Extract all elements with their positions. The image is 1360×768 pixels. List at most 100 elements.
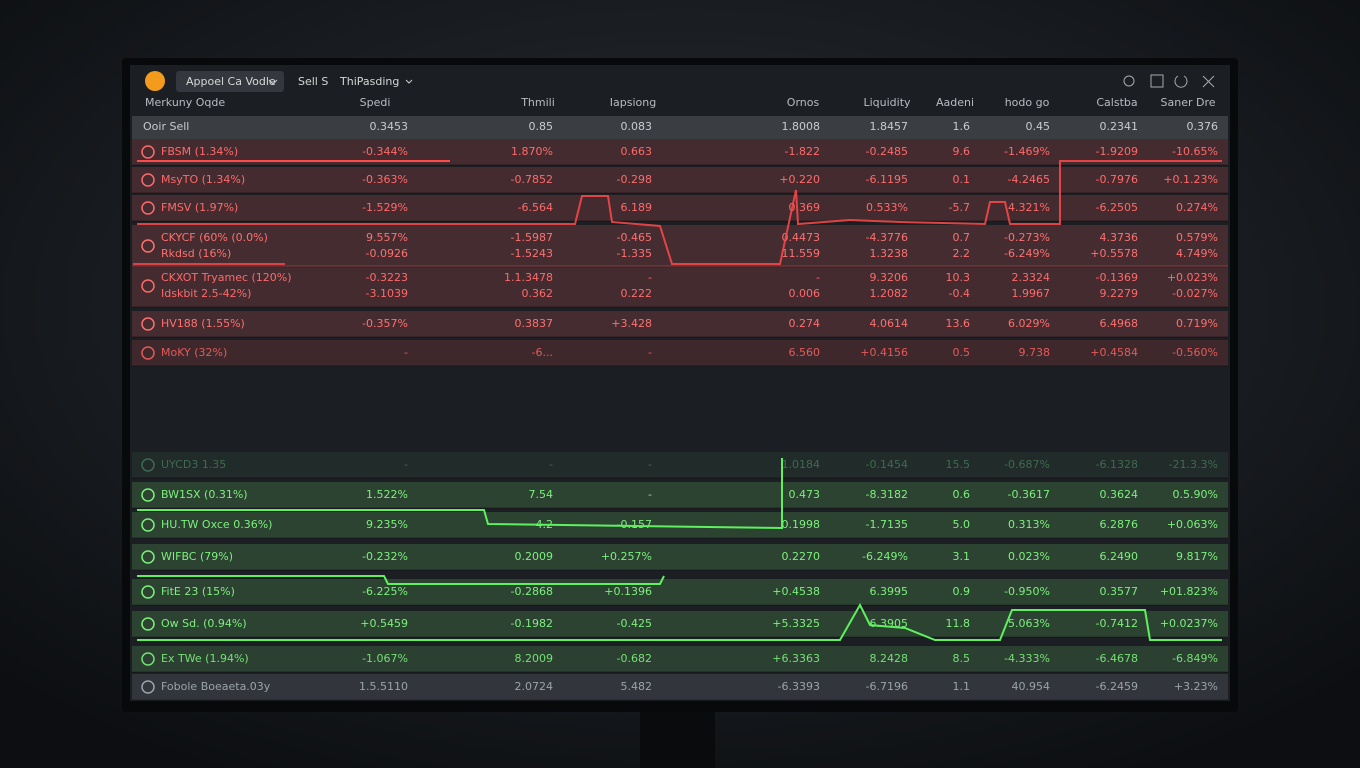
row-band — [132, 452, 1228, 478]
row-band — [132, 265, 1228, 307]
cell: - — [404, 458, 408, 471]
cell: +5.3325 — [772, 617, 820, 630]
cell: -0.232% — [362, 550, 408, 563]
cell: 1.870% — [511, 145, 553, 158]
column-header[interactable]: hodo go — [1005, 96, 1050, 109]
cell: 0.023% — [1008, 550, 1050, 563]
filter-dropdown[interactable]: ThiPasding — [339, 75, 399, 88]
cell: 0.313% — [1008, 518, 1050, 531]
cell: -1.335 — [617, 247, 652, 260]
asset-name[interactable]: Ex TWe (1.94%) — [161, 652, 249, 665]
dropdown[interactable] — [176, 71, 284, 92]
row-band — [132, 579, 1228, 605]
cell: -0.7976 — [1096, 173, 1138, 186]
column-header[interactable]: Calstba — [1096, 96, 1137, 109]
cell: -0.344% — [362, 145, 408, 158]
price-lines — [133, 160, 1222, 641]
cell: 9.817% — [1176, 550, 1218, 563]
column-header[interactable]: Saner Dre — [1161, 96, 1216, 109]
cell: 2.0724 — [515, 680, 554, 693]
cell: - — [648, 488, 652, 501]
cell: 9.2279 — [1100, 287, 1139, 300]
cell: -1.5243 — [511, 247, 553, 260]
asset-name[interactable]: BW1SX (0.31%) — [161, 488, 248, 501]
cell: 1.522% — [366, 488, 408, 501]
asset-name[interactable]: Rkdsd (16%) — [161, 247, 231, 260]
cell: -0.950% — [1004, 585, 1050, 598]
row-band — [132, 674, 1228, 700]
row-band — [132, 512, 1228, 538]
column-header[interactable]: Aadeni — [936, 96, 974, 109]
cell: -0.363% — [362, 173, 408, 186]
cell: +3.428 — [611, 317, 652, 330]
cell: +3.23% — [1174, 680, 1218, 693]
column-header[interactable]: Liquidity — [863, 96, 911, 109]
column-header[interactable]: Merkuny Oqde — [145, 96, 225, 109]
summary-cell: 1.8008 — [782, 120, 821, 133]
asset-name[interactable]: Fobole Boeaeta.03y — [161, 680, 271, 693]
asset-name[interactable]: MsyTO (1.34%) — [161, 173, 245, 186]
asset-name[interactable]: FitE 23 (15%) — [161, 585, 235, 598]
close-icon[interactable] — [1202, 75, 1215, 88]
cell: 0.533% — [866, 201, 908, 214]
cell: -0.687% — [1004, 458, 1050, 471]
cell: 0.6 — [953, 488, 971, 501]
cell: 6.3995 — [870, 585, 909, 598]
subheader-band — [132, 116, 1228, 139]
cell: 13.6 — [946, 317, 971, 330]
asset-name[interactable]: Ow Sd. (0.94%) — [161, 617, 247, 630]
asset-icon — [141, 550, 155, 564]
cell: 6.2490 — [1100, 550, 1139, 563]
column-header[interactable]: Iapsiong — [610, 96, 656, 109]
cell: 0.006 — [789, 287, 821, 300]
cell: -3.1039 — [366, 287, 408, 300]
cell: -0.1369 — [1096, 271, 1138, 284]
dropdown-label[interactable]: Appoel Ca Vodle — [186, 75, 276, 88]
cell: -6.2505 — [1096, 201, 1138, 214]
cell: 0.3577 — [1100, 585, 1139, 598]
asset-icon — [141, 518, 155, 532]
asset-name[interactable]: CKXOT Tryamec (120%) — [161, 271, 292, 284]
cell: -6.564 — [518, 201, 553, 214]
cell: +0.4156 — [860, 346, 908, 359]
cell: -6.249% — [1004, 247, 1050, 260]
asset-name[interactable]: MoKY (32%) — [161, 346, 227, 359]
column-header[interactable]: Ornos — [787, 96, 820, 109]
power-icon[interactable] — [1174, 75, 1188, 88]
cell: -21.3.3% — [1169, 458, 1218, 471]
settings-icon[interactable] — [1123, 75, 1135, 87]
cell: 1.0184 — [782, 458, 821, 471]
cell: 4.3736 — [1100, 231, 1139, 244]
cell: +0.0237% — [1160, 617, 1218, 630]
asset-name[interactable]: FBSM (1.34%) — [161, 145, 238, 158]
cell: +6.3363 — [772, 652, 820, 665]
mode-button[interactable]: Sell S — [298, 75, 328, 88]
asset-icon — [141, 585, 155, 599]
asset-name[interactable]: CKYCF (60% (0.0%) — [161, 231, 268, 244]
cell: 6.4968 — [1100, 317, 1139, 330]
column-header[interactable]: Spedi — [360, 96, 391, 109]
cell: +0.1.23% — [1163, 173, 1218, 186]
asset-name[interactable]: WIFBC (79%) — [161, 550, 233, 563]
cell: +01.823% — [1160, 585, 1218, 598]
asset-name[interactable]: Idskbit 2.5-42%) — [161, 287, 251, 300]
asset-name[interactable]: FMSV (1.97%) — [161, 201, 238, 214]
asset-name[interactable]: UYCD3 1.35 — [161, 458, 226, 471]
monitor-stand — [640, 712, 715, 768]
asset-name[interactable]: HU.TW Oxce 0.36%) — [161, 518, 272, 531]
layout-icon[interactable] — [1150, 74, 1164, 88]
cell: 1.5.5110 — [359, 680, 408, 693]
cell: -1.822 — [785, 145, 820, 158]
row-band — [132, 340, 1228, 366]
cell: -0.0926 — [366, 247, 408, 260]
cell: 0.274 — [789, 317, 821, 330]
cell: 8.2428 — [870, 652, 909, 665]
column-header[interactable]: Thmili — [520, 96, 555, 109]
price-line — [137, 458, 783, 530]
asset-name[interactable]: HV188 (1.55%) — [161, 317, 245, 330]
cell: -0.425 — [617, 617, 652, 630]
cell: 8.2009 — [515, 652, 554, 665]
row-band — [132, 167, 1228, 193]
cell: -6.849% — [1172, 652, 1218, 665]
